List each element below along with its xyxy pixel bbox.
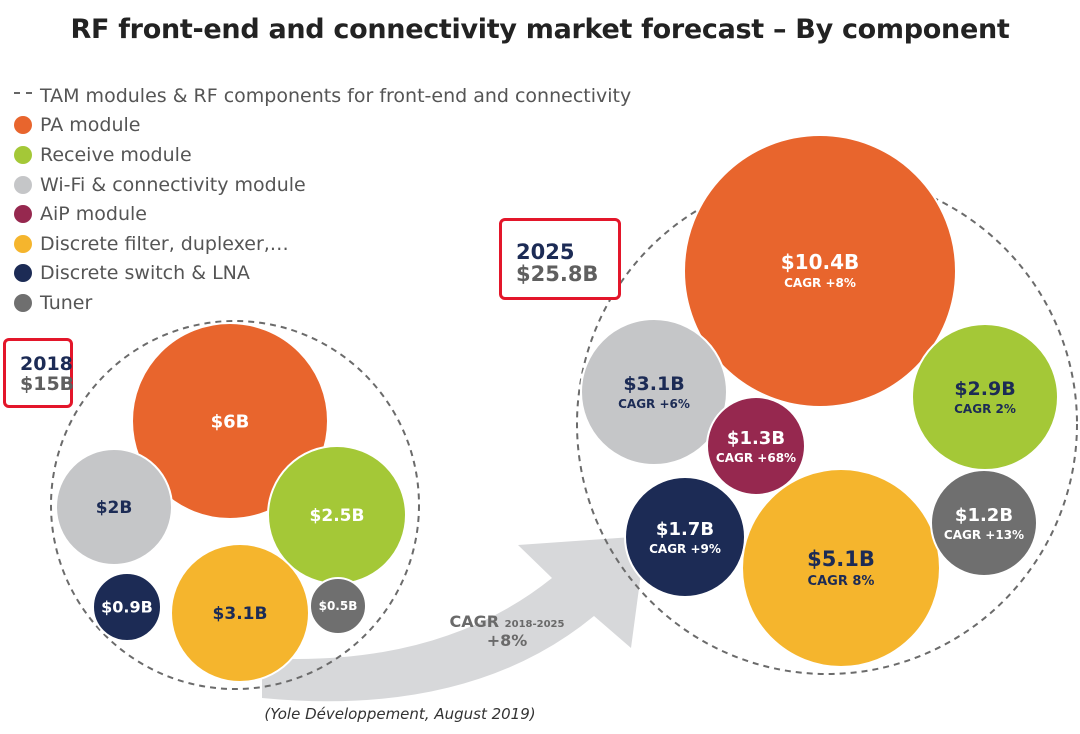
legend-label-pa: PA module xyxy=(40,114,141,137)
year-group-2018: $6B $2B $2.5B $0.9B $3.1B $0.5B xyxy=(50,320,420,690)
legend-item-tuner: Tuner xyxy=(14,288,631,318)
year-total-2025: $25.8B xyxy=(516,262,599,287)
legend-swatch-switch xyxy=(14,264,32,283)
total-market-outline-2018 xyxy=(50,320,420,690)
bubble-value-tuner-2018: $0.5B xyxy=(319,599,358,613)
year-box-2025: 2025 $25.8B xyxy=(499,218,621,300)
legend-item-switch: Discrete switch & LNA xyxy=(14,259,631,289)
bubble-tuner-2018 xyxy=(309,577,367,635)
legend-label-aip: AiP module xyxy=(40,203,147,226)
legend-swatch-aip xyxy=(14,205,32,224)
bubble-cagr-tuner-2025: CAGR +13% xyxy=(944,528,1024,542)
bubble-filter-2018 xyxy=(170,543,310,683)
bubble-value-switch-2025: $1.7B xyxy=(656,519,714,540)
bubble-value-tuner-2025: $1.2B xyxy=(955,505,1013,526)
chart-title: RF front-end and connectivity market for… xyxy=(70,14,1010,45)
bubble-value-filter-2025: $5.1B xyxy=(807,547,875,571)
legend-swatch-pa xyxy=(14,116,32,135)
bubble-cagr-aip-2025: CAGR +68% xyxy=(716,451,796,465)
bubble-filter-2025 xyxy=(741,468,941,668)
bubble-value-aip-2025: $1.3B xyxy=(727,428,785,449)
legend-swatch-tuner xyxy=(14,293,32,312)
legend-item-pa: PA module xyxy=(14,111,631,141)
bubble-value-switch-2018: $0.9B xyxy=(101,598,153,617)
bubble-cagr-switch-2025: CAGR +9% xyxy=(649,542,721,556)
legend-label-wifi: Wi-Fi & connectivity module xyxy=(40,173,306,196)
bubble-value-pa-2025: $10.4B xyxy=(781,250,860,274)
legend: TAM modules & RF components for front-en… xyxy=(14,81,631,318)
year-group-2025: $10.4B CAGR +8% $3.1B CAGR +6% $2.9B CAGR 2% $… xyxy=(576,134,1078,675)
year-total-2018: $15B xyxy=(20,372,75,395)
bubble-value-wifi-2018: $2B xyxy=(96,498,133,518)
bubble-wifi-2025 xyxy=(580,318,728,466)
overall-cagr-label: CAGR xyxy=(449,612,500,631)
bubble-cagr-pa-2025: CAGR +8% xyxy=(784,276,856,290)
bubble-value-receive-2018: $2.5B xyxy=(310,506,365,526)
overall-cagr-note: CAGR 2018-2025 +8% xyxy=(432,612,582,650)
bubble-wifi-2018 xyxy=(55,448,173,566)
bubble-pa-2018 xyxy=(131,322,329,520)
bubble-cagr-wifi-2025: CAGR +6% xyxy=(618,397,690,411)
legend-item-wifi: Wi-Fi & connectivity module xyxy=(14,170,631,200)
legend-item-aip: AiP module xyxy=(14,199,631,229)
growth-arrow xyxy=(262,536,646,702)
bubble-switch-2025 xyxy=(624,476,746,598)
legend-swatch-filter xyxy=(14,234,32,253)
bubble-switch-2018 xyxy=(92,572,162,642)
bubble-value-receive-2025: $2.9B xyxy=(954,378,1015,400)
legend-label-receive: Receive module xyxy=(40,143,192,166)
overall-cagr-value: +8% xyxy=(486,631,528,651)
bubble-value-pa-2018: $6B xyxy=(211,411,250,432)
bubble-cagr-receive-2025: CAGR 2% xyxy=(954,402,1016,416)
legend-item-filter: Discrete filter, duplexer,… xyxy=(14,229,631,259)
legend-swatch-wifi xyxy=(14,175,32,194)
legend-label-filter: Discrete filter, duplexer,… xyxy=(40,232,289,255)
legend-label-tuner: Tuner xyxy=(40,291,93,314)
legend-swatch-receive xyxy=(14,145,32,164)
overall-cagr-period: 2018-2025 xyxy=(504,619,565,630)
legend-item-receive: Receive module xyxy=(14,140,631,170)
legend-label-switch: Discrete switch & LNA xyxy=(40,262,250,285)
dashed-line-icon xyxy=(14,87,36,105)
bubble-value-filter-2018: $3.1B xyxy=(213,604,268,624)
bubble-value-wifi-2025: $3.1B xyxy=(623,373,684,395)
bubble-pa-2025 xyxy=(683,134,957,408)
bubble-tuner-2025 xyxy=(930,469,1038,577)
legend-label-total: TAM modules & RF components for front-en… xyxy=(40,84,632,107)
year-box-2018: 2018 $15B xyxy=(3,338,75,408)
bubble-cagr-filter-2025: CAGR 8% xyxy=(808,574,875,589)
legend-item-total: TAM modules & RF components for front-en… xyxy=(14,81,631,111)
year-label-2025: 2025 xyxy=(516,240,575,264)
source-note: (Yole Développement, August 2019) xyxy=(264,705,536,723)
year-label-2018: 2018 xyxy=(20,353,73,375)
bubble-aip-2025 xyxy=(706,396,806,496)
